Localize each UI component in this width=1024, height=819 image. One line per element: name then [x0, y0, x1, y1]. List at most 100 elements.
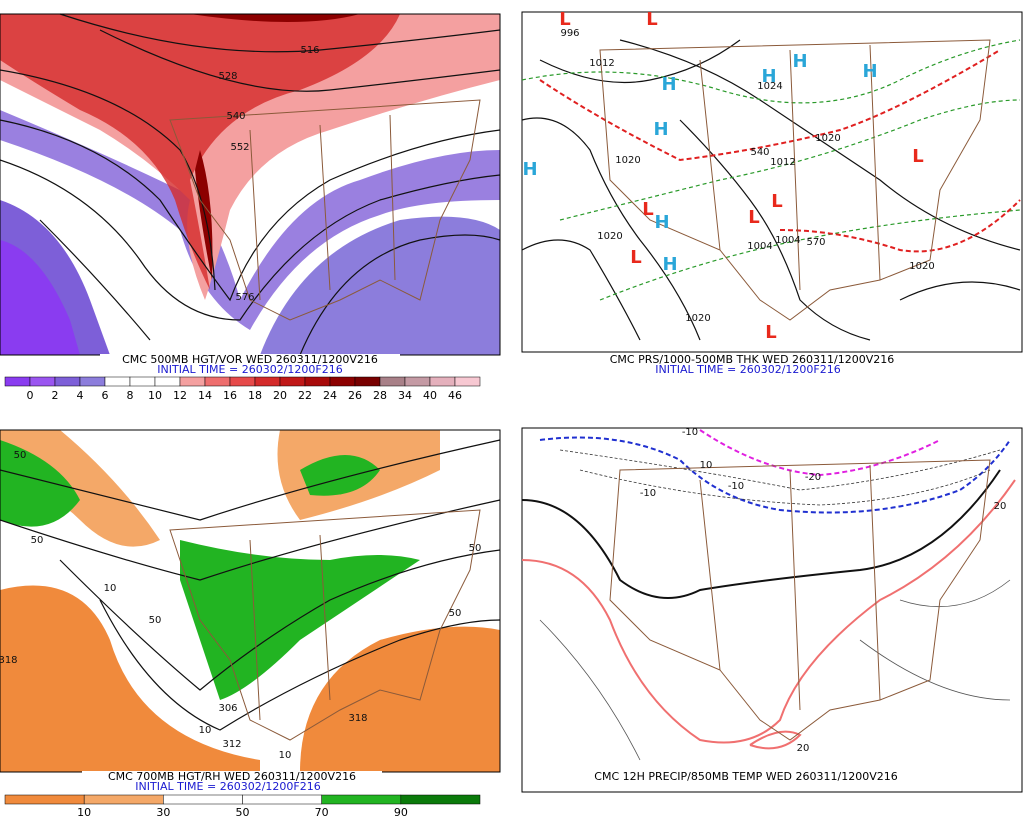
colorbar-segment [4, 794, 85, 805]
contour-label: 1004 [747, 241, 772, 252]
colorbar-label: 40 [423, 389, 437, 402]
contour-label: 318 [348, 713, 367, 724]
colorbar-label: 14 [198, 389, 212, 402]
colorbar-segment [329, 376, 356, 387]
colorbar-label: 70 [315, 806, 329, 819]
colorbar-label: 22 [298, 389, 312, 402]
colorbar-label: 50 [236, 806, 250, 819]
pressure-center: H [792, 51, 807, 72]
contour-label: 570 [806, 237, 825, 248]
panel-500mb [0, 13, 501, 356]
contour-label: 318 [0, 655, 18, 666]
initial-time: INITIAL TIME = 260302/1200F216 [655, 363, 840, 376]
colorbar-label: 6 [102, 389, 109, 402]
colorbar-segment [304, 376, 331, 387]
pressure-center: H [654, 212, 669, 233]
contour-label: 1020 [909, 261, 934, 272]
contour-label: 10 [700, 460, 713, 471]
pressure-center: H [522, 159, 537, 180]
contour-label: 576 [235, 292, 254, 303]
colorbar-segment [204, 376, 231, 387]
panel-precip [521, 427, 1023, 793]
colorbar-segment [379, 376, 406, 387]
caption: CMC 700MB HGT/RH WED 260311/1200V216 [108, 770, 356, 783]
contour-label: 528 [218, 71, 237, 82]
contour-label: 1012 [770, 157, 795, 168]
contour-label: 306 [218, 703, 237, 714]
contour-label: 540 [750, 147, 769, 158]
pressure-center: H [761, 66, 776, 87]
pressure-center: L [630, 247, 641, 268]
contour-label: 50 [469, 543, 482, 554]
contour-label: 312 [222, 739, 241, 750]
colorbar-label: 34 [398, 389, 412, 402]
pressure-center: H [661, 74, 676, 95]
colorbar-label: 2 [52, 389, 59, 402]
colorbar-segment [454, 376, 481, 387]
contour-label: 1020 [685, 313, 710, 324]
colorbar-segment [429, 376, 456, 387]
colorbar-segment [229, 376, 256, 387]
colorbar-label: 90 [394, 806, 408, 819]
colorbar-label: 24 [323, 389, 337, 402]
panel-prs [521, 11, 1023, 353]
pressure-center: L [765, 322, 776, 343]
colorbar-label: 10 [77, 806, 91, 819]
colorbar-label: 46 [448, 389, 462, 402]
caption: CMC PRS/1000-500MB THK WED 260311/1200V2… [610, 353, 895, 366]
contour-label: 1020 [815, 133, 840, 144]
colorbar-label: 0 [27, 389, 34, 402]
caption-bg [602, 354, 902, 376]
contour-label: 50 [14, 450, 27, 461]
caption-bg [82, 771, 382, 793]
contour-label: 20 [994, 501, 1007, 512]
contour-label: 50 [149, 615, 162, 626]
pressure-center: L [748, 207, 759, 228]
contour-label: 516 [300, 45, 319, 56]
initial-time: INITIAL TIME = 260302/1200F216 [157, 363, 342, 376]
panel-700mb [0, 429, 501, 773]
pressure-center: L [646, 9, 657, 30]
colorbar-label: 26 [348, 389, 362, 402]
pressure-center: H [653, 119, 668, 140]
colorbar-segment [29, 376, 56, 387]
colorbar-segment [242, 794, 322, 805]
colorbar-segment [129, 376, 156, 387]
caption: CMC 500MB HGT/VOR WED 260311/1200V216 [122, 353, 378, 366]
contour-label: 1024 [757, 81, 782, 92]
colorbar-label: 30 [156, 806, 170, 819]
pressure-center: H [862, 61, 877, 82]
colorbar-label: 20 [273, 389, 287, 402]
colorbar-segment [279, 376, 306, 387]
colorbar-segment [79, 376, 106, 387]
contour-label: 540 [226, 111, 245, 122]
contour-label: 20 [797, 743, 810, 754]
colorbar-segment [4, 376, 31, 387]
colorbar-label: 18 [248, 389, 262, 402]
colorbar-segment [254, 376, 281, 387]
contour-label: 1020 [597, 231, 622, 242]
caption: CMC 12H PRECIP/850MB TEMP WED 260311/120… [594, 770, 897, 783]
contour-label: -10 [728, 481, 744, 492]
contour-label: 552 [230, 142, 249, 153]
colorbar-segment [163, 794, 243, 805]
colorbar-label: 8 [127, 389, 134, 402]
colorbar-segment [154, 376, 181, 387]
contour-label: 1004 [775, 235, 800, 246]
colorbar-segment [54, 376, 81, 387]
contour-label: 10 [104, 583, 117, 594]
contour-label: 50 [449, 608, 462, 619]
pressure-center: L [912, 146, 923, 167]
contour-label: 10 [279, 750, 292, 761]
contour-label: 50 [31, 535, 44, 546]
colorbar-label: 28 [373, 389, 387, 402]
contour-label: 996 [560, 28, 579, 39]
contour-label: -10 [682, 427, 698, 438]
caption-bg [100, 354, 400, 376]
contour-label: -20 [805, 472, 821, 483]
colorbar-segment [104, 376, 131, 387]
colorbar-segment [404, 376, 431, 387]
pressure-center: L [642, 199, 653, 220]
pressure-center: L [771, 191, 782, 212]
